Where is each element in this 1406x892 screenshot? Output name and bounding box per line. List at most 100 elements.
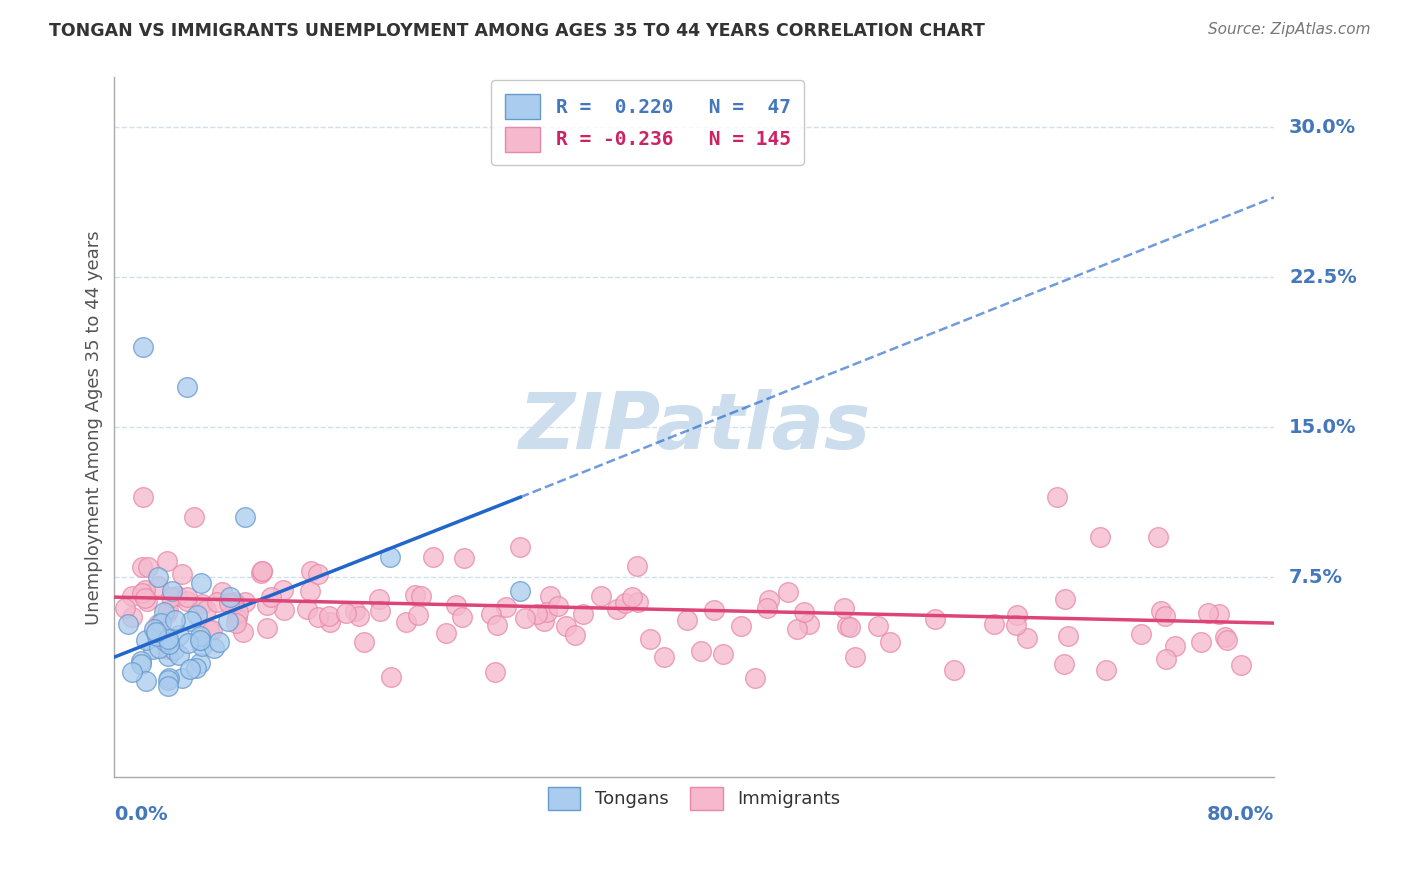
Point xyxy=(797,616,820,631)
Point xyxy=(169,628,191,642)
Point xyxy=(368,604,391,618)
Point xyxy=(136,593,159,607)
Point xyxy=(145,625,167,640)
Point xyxy=(129,657,152,671)
Point xyxy=(186,608,208,623)
Point xyxy=(256,598,278,612)
Point xyxy=(409,589,432,603)
Point xyxy=(176,380,198,394)
Text: 0.0%: 0.0% xyxy=(114,805,169,824)
Point xyxy=(404,589,426,603)
Point xyxy=(453,550,475,565)
Point xyxy=(146,570,169,584)
Point xyxy=(149,616,172,631)
Point xyxy=(538,589,561,603)
Point xyxy=(156,632,179,647)
Point xyxy=(166,590,188,604)
Point xyxy=(156,648,179,663)
Point xyxy=(1213,630,1236,644)
Point xyxy=(1017,631,1039,645)
Point xyxy=(157,637,180,651)
Point xyxy=(572,607,595,621)
Text: 80.0%: 80.0% xyxy=(1206,805,1274,824)
Point xyxy=(295,602,318,616)
Point xyxy=(378,550,401,565)
Point xyxy=(620,590,643,604)
Point xyxy=(163,643,186,657)
Point xyxy=(547,599,569,613)
Point xyxy=(983,616,1005,631)
Point xyxy=(160,591,183,605)
Point xyxy=(347,609,370,624)
Text: ZIPatlas: ZIPatlas xyxy=(517,389,870,466)
Point xyxy=(479,607,502,621)
Point xyxy=(121,589,143,603)
Point xyxy=(190,633,212,648)
Point xyxy=(554,618,576,632)
Point xyxy=(343,604,366,618)
Point xyxy=(1229,657,1251,672)
Text: 22.5%: 22.5% xyxy=(1289,268,1357,287)
Point xyxy=(194,602,217,616)
Point xyxy=(1005,607,1028,622)
Point xyxy=(157,673,180,687)
Point xyxy=(589,590,612,604)
Point xyxy=(444,599,467,613)
Point xyxy=(190,576,212,591)
Point xyxy=(1208,607,1230,622)
Point xyxy=(252,564,274,578)
Point xyxy=(225,616,247,631)
Point xyxy=(222,595,245,609)
Point xyxy=(145,629,167,643)
Point xyxy=(434,626,457,640)
Point xyxy=(307,609,329,624)
Point xyxy=(132,490,155,504)
Point xyxy=(190,629,212,643)
Point xyxy=(564,627,586,641)
Point xyxy=(1129,627,1152,641)
Point xyxy=(146,579,169,593)
Point xyxy=(509,540,531,554)
Point xyxy=(136,559,159,574)
Text: TONGAN VS IMMIGRANTS UNEMPLOYMENT AMONG AGES 35 TO 44 YEARS CORRELATION CHART: TONGAN VS IMMIGRANTS UNEMPLOYMENT AMONG … xyxy=(49,22,986,40)
Point xyxy=(121,609,143,624)
Point xyxy=(134,583,156,598)
Point xyxy=(1154,609,1177,624)
Point xyxy=(233,595,256,609)
Point xyxy=(273,603,295,617)
Point xyxy=(1095,663,1118,677)
Point xyxy=(1045,490,1067,504)
Point xyxy=(627,595,650,609)
Point xyxy=(606,601,628,615)
Point xyxy=(640,632,662,646)
Point xyxy=(157,671,180,685)
Point xyxy=(422,550,444,565)
Point xyxy=(533,614,555,628)
Point xyxy=(1164,640,1187,654)
Point xyxy=(353,635,375,649)
Point xyxy=(711,647,734,661)
Point xyxy=(132,340,155,354)
Point xyxy=(626,558,648,573)
Point xyxy=(156,642,179,657)
Point xyxy=(509,584,531,599)
Point xyxy=(217,614,239,628)
Point xyxy=(614,596,637,610)
Legend: Tongans, Immigrants: Tongans, Immigrants xyxy=(541,780,848,817)
Point xyxy=(495,599,517,614)
Point xyxy=(1150,604,1173,618)
Point xyxy=(318,609,340,624)
Point xyxy=(1056,629,1078,643)
Point xyxy=(1053,591,1076,606)
Point xyxy=(380,670,402,684)
Point xyxy=(1088,530,1111,544)
Point xyxy=(131,654,153,668)
Point xyxy=(744,671,766,685)
Point xyxy=(169,648,191,663)
Point xyxy=(335,606,357,620)
Point xyxy=(484,665,506,680)
Point xyxy=(135,673,157,688)
Point xyxy=(526,607,548,621)
Y-axis label: Unemployment Among Ages 35 to 44 years: Unemployment Among Ages 35 to 44 years xyxy=(86,230,103,624)
Point xyxy=(156,603,179,617)
